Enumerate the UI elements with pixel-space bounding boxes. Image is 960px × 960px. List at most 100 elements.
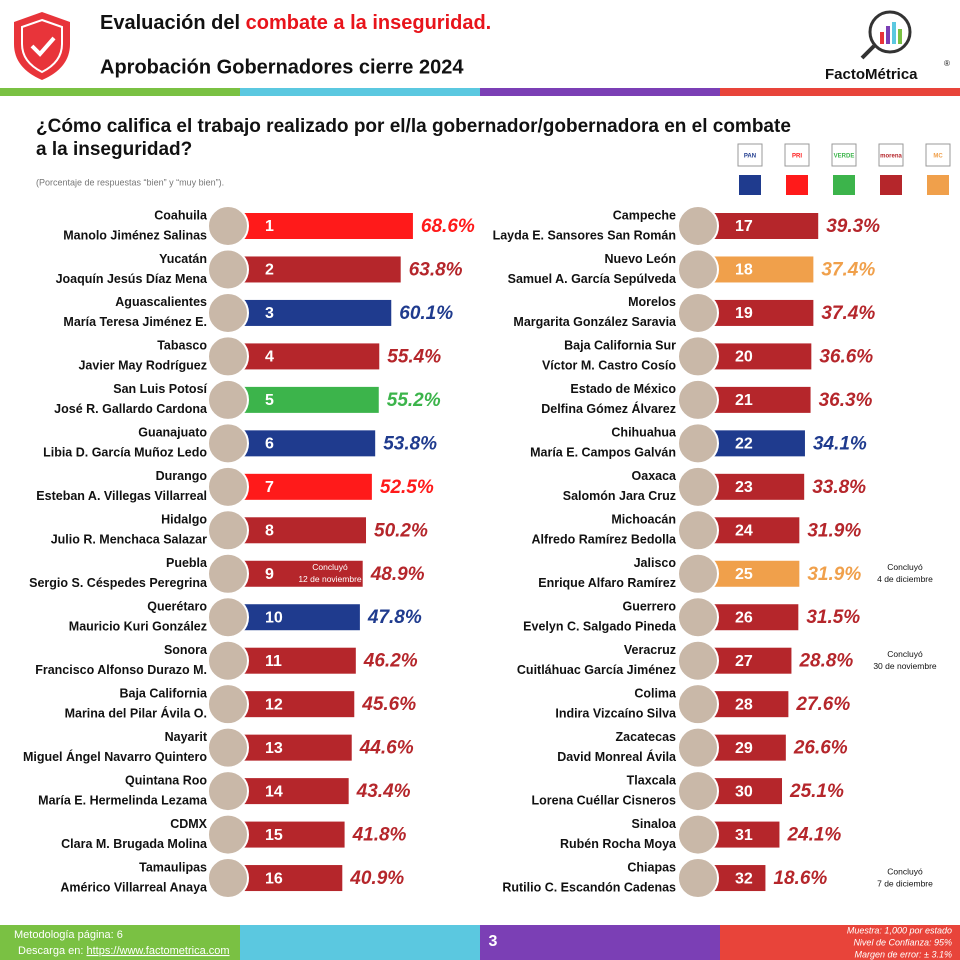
state-label: Hidalgo xyxy=(161,513,207,527)
title: Evaluación del combate a la inseguridad. xyxy=(100,12,491,34)
bar xyxy=(228,560,363,587)
logo-handle xyxy=(860,44,876,60)
logo-lens xyxy=(868,10,912,54)
state-label: Querétaro xyxy=(147,600,207,614)
rank-label: 1 xyxy=(265,218,274,235)
note: Concluyó xyxy=(312,562,348,572)
photo xyxy=(207,639,249,682)
governor-label: María Teresa Jiménez E. xyxy=(63,315,207,329)
rank-label: 5 xyxy=(265,392,274,409)
state-label: Estado de México xyxy=(570,382,676,396)
bar xyxy=(228,691,355,718)
subtitle: Aprobación Gobernadores cierre 2024 xyxy=(100,56,464,78)
governor-label: Margarita González Saravia xyxy=(513,315,677,329)
state-label: Tamaulipas xyxy=(139,860,207,874)
governor-label: Mauricio Kuri González xyxy=(69,620,207,634)
photo xyxy=(677,465,719,508)
rank-label: 21 xyxy=(735,392,753,409)
title-highlight: combate a la inseguridad. xyxy=(246,12,492,34)
footer-band xyxy=(240,925,480,960)
value-label: 63.8% xyxy=(409,259,463,280)
governor-label: José R. Gallardo Cardona xyxy=(54,402,208,416)
photo xyxy=(207,683,249,726)
shield-check xyxy=(30,36,56,57)
state-label: Chiapas xyxy=(627,860,676,874)
value-label: 55.4% xyxy=(387,346,441,367)
rank-label: 26 xyxy=(735,609,753,626)
value-label: 37.4% xyxy=(821,259,875,280)
photo xyxy=(677,422,719,465)
rank-label: 13 xyxy=(265,740,283,757)
rank-label: 30 xyxy=(735,783,753,800)
photo xyxy=(677,596,719,639)
rank-label: 18 xyxy=(735,262,753,279)
legend-swatch xyxy=(786,175,808,195)
value-label: 18.6% xyxy=(773,868,827,889)
footer-band xyxy=(0,925,240,960)
state-label: Morelos xyxy=(628,295,676,309)
rank-label: 19 xyxy=(735,305,753,322)
state-label: Colima xyxy=(634,686,677,700)
note: Concluyó xyxy=(887,649,923,659)
rank-label: 28 xyxy=(735,696,753,713)
governor-label: Rubén Rocha Moya xyxy=(560,837,677,851)
rank-label: 22 xyxy=(735,436,753,453)
photo xyxy=(677,335,719,378)
state-label: Tlaxcala xyxy=(627,773,677,787)
rank-label: 4 xyxy=(265,349,274,366)
state-label: Baja California Sur xyxy=(564,339,676,353)
legend-swatch xyxy=(739,175,761,195)
state-label: Coahuila xyxy=(154,208,208,222)
rank-label: 2 xyxy=(265,262,274,279)
stripe xyxy=(480,88,720,96)
bar xyxy=(228,256,401,283)
state-label: Michoacán xyxy=(611,513,676,527)
legend-logo xyxy=(737,143,763,167)
footer-link[interactable]: https://www.factometrica.com xyxy=(86,945,229,957)
photo xyxy=(207,596,249,639)
question-note: (Porcentaje de respuestas “bien” y “muy … xyxy=(36,177,224,187)
governor-label: Francisco Alfonso Durazo M. xyxy=(35,663,207,677)
value-label: 26.6% xyxy=(793,738,848,759)
value-label: 24.1% xyxy=(786,825,841,846)
value-label: 44.6% xyxy=(359,738,414,759)
value-label: 46.2% xyxy=(363,651,418,672)
state-label: Oaxaca xyxy=(632,469,678,483)
rank-label: 15 xyxy=(265,827,283,844)
state-label: Veracruz xyxy=(624,643,676,657)
governor-label: Cuitláhuac García Jiménez xyxy=(517,663,676,677)
value-label: 33.8% xyxy=(812,477,866,498)
legend-label: MC xyxy=(933,154,943,160)
rank-label: 20 xyxy=(735,349,753,366)
governor-label: Manolo Jiménez Salinas xyxy=(63,228,207,242)
value-label: 25.1% xyxy=(789,781,844,802)
note: 30 de noviembre xyxy=(873,661,937,671)
state-label: Sinaloa xyxy=(632,817,678,831)
state-label: Baja California xyxy=(119,686,208,700)
value-label: 31.5% xyxy=(806,607,860,628)
state-label: Tabasco xyxy=(157,339,207,353)
value-label: 36.3% xyxy=(819,390,873,411)
governor-label: Enrique Alfaro Ramírez xyxy=(538,576,676,590)
state-label: Sonora xyxy=(164,643,208,657)
photo xyxy=(677,813,719,856)
state-label: Puebla xyxy=(166,556,208,570)
value-label: 47.8% xyxy=(367,607,422,628)
bar xyxy=(228,604,360,631)
footer-download-label: Descarga en: xyxy=(18,945,86,957)
rank-label: 16 xyxy=(265,870,283,887)
rank-label: 3 xyxy=(265,305,274,322)
bar xyxy=(228,473,372,500)
value-label: 50.2% xyxy=(374,520,428,541)
photo xyxy=(207,465,249,508)
value-label: 53.8% xyxy=(383,433,437,454)
governor-label: Alfredo Ramírez Bedolla xyxy=(532,533,678,547)
legend-logo xyxy=(831,143,857,167)
footer-confidence: Nivel de Confianza: 95% xyxy=(853,937,952,947)
photo xyxy=(677,205,719,247)
governor-label: Américo Villarreal Anaya xyxy=(60,880,208,894)
value-label: 27.6% xyxy=(795,694,850,715)
governor-label: Lorena Cuéllar Cisneros xyxy=(532,793,677,807)
page-number: 3 xyxy=(489,933,498,950)
photo xyxy=(677,726,719,769)
